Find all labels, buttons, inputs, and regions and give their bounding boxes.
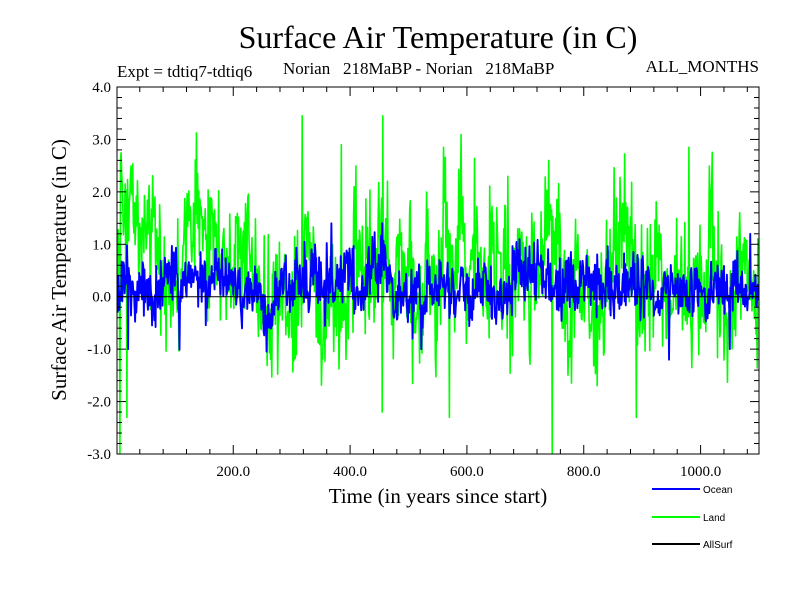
x-tick-label: 400.0 [333,464,367,480]
series-line-ocean [117,222,759,361]
legend-label-land: Land [703,513,725,524]
x-tick-label: 1000.0 [680,464,721,480]
x-axis: 200.0 400.0 600.0 800.0 1000.0 [139,87,748,480]
chart-subtitle-months: ALL_MONTHS [646,57,759,76]
y-axis-label: Surface Air Temperature (in C) [47,139,71,401]
y-tick-label: -2.0 [87,395,111,411]
legend: Ocean Land AllSurf [652,485,733,551]
y-tick-label: 4.0 [92,80,111,96]
chart-subtitle-experiment: Expt = tdtiq7-tdtiq6 [117,62,252,81]
chart-title: Surface Air Temperature (in C) [239,19,638,55]
legend-label-allsurf: AllSurf [703,540,733,551]
chart-subtitle-period: Norian 218MaBP - Norian 218MaBP [283,59,554,78]
x-axis-label: Time (in years since start) [329,484,548,508]
y-tick-label: 0.0 [92,290,111,306]
series-layer [117,115,759,454]
x-tick-label: 600.0 [450,464,484,480]
x-tick-label: 200.0 [216,464,250,480]
y-tick-label: 1.0 [92,237,111,253]
y-tick-label: 2.0 [92,185,111,201]
y-tick-label: -3.0 [87,447,111,463]
plot-frame [116,86,760,455]
y-axis: -3.0 -2.0 -1.0 0.0 1.0 2.0 3.0 4.0 [87,80,759,463]
y-tick-label: -1.0 [87,342,111,358]
x-tick-label: 800.0 [567,464,601,480]
legend-label-ocean: Ocean [703,485,732,496]
y-tick-label: 3.0 [92,132,111,148]
